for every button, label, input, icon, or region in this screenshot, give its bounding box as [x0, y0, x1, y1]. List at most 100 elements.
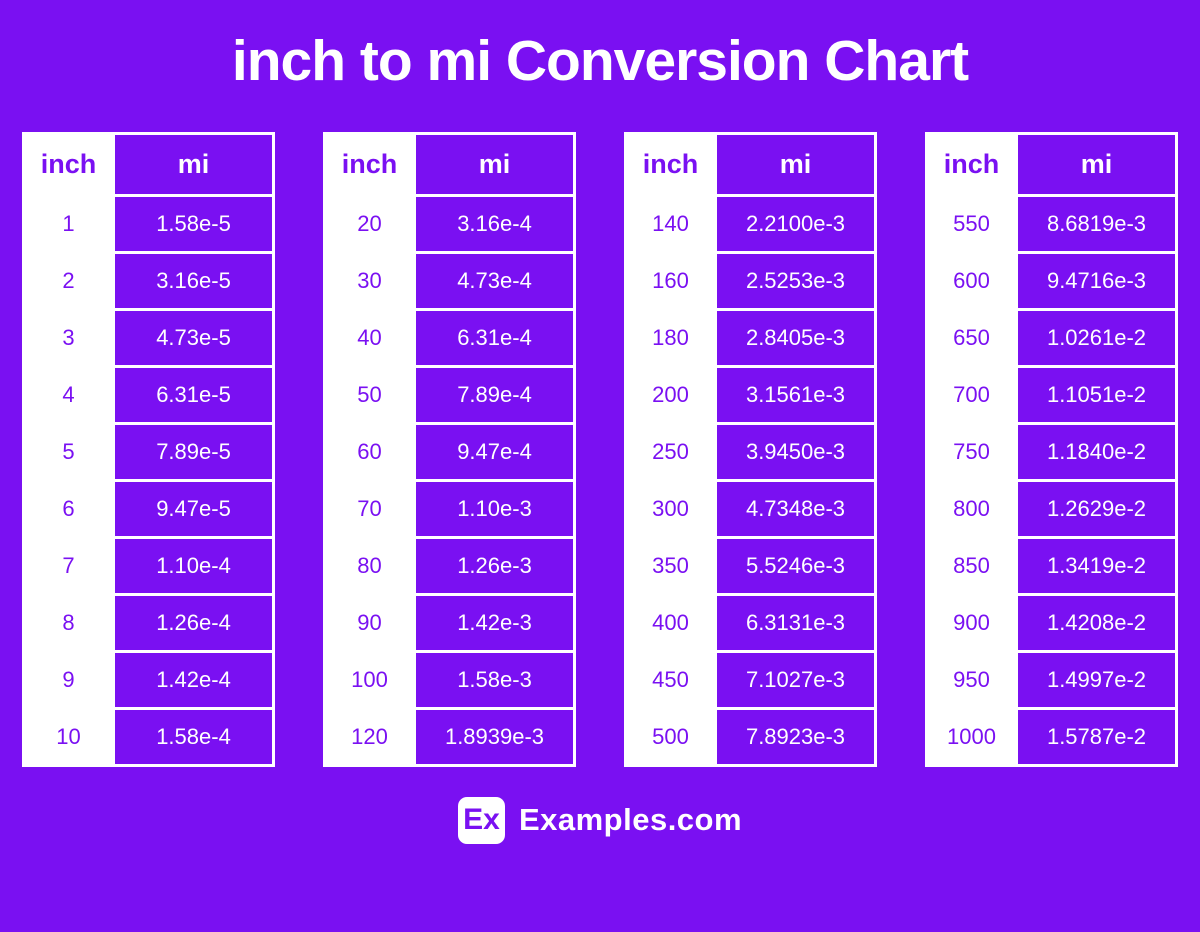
table-row: 550 8.6819e-3 [925, 193, 1178, 254]
inch-value-cell: 250 [624, 421, 717, 482]
mi-value-cell: 1.42e-3 [413, 592, 576, 653]
mi-value-cell: 9.47e-5 [112, 478, 275, 539]
table-row: 950 1.4997e-2 [925, 649, 1178, 710]
mi-value-cell: 2.2100e-3 [714, 193, 877, 254]
inch-value-cell: 60 [323, 421, 416, 482]
mi-value-cell: 1.10e-3 [413, 478, 576, 539]
table-row: 750 1.1840e-2 [925, 421, 1178, 482]
mi-value-cell: 3.16e-5 [112, 250, 275, 311]
table-row: 650 1.0261e-2 [925, 307, 1178, 368]
col-header-inch: inch [22, 131, 115, 197]
mi-value-cell: 1.8939e-3 [413, 706, 576, 767]
inch-value-cell: 1000 [925, 706, 1018, 767]
mi-value-cell: 3.16e-4 [413, 193, 576, 254]
table-row: 100 1.58e-3 [323, 649, 576, 710]
table-header-row: inch mi [624, 131, 877, 197]
inch-value-cell: 160 [624, 250, 717, 311]
table-row: 60 9.47e-4 [323, 421, 576, 482]
inch-value-cell: 120 [323, 706, 416, 767]
inch-value-cell: 100 [323, 649, 416, 710]
mi-value-cell: 5.5246e-3 [714, 535, 877, 596]
inch-value-cell: 140 [624, 193, 717, 254]
conversion-tables: inch mi 1 1.58e-5 2 3.16e-5 3 4.73e-5 4 6.31e-5 5 7… [0, 131, 1200, 767]
conversion-table-2: inch mi 20 3.16e-4 30 4.73e-4 40 6.31e-4 50 7.89e… [323, 131, 576, 767]
table-row: 4 6.31e-5 [22, 364, 275, 425]
mi-value-cell: 3.1561e-3 [714, 364, 877, 425]
mi-value-cell: 1.4997e-2 [1015, 649, 1178, 710]
mi-value-cell: 8.6819e-3 [1015, 193, 1178, 254]
inch-value-cell: 500 [624, 706, 717, 767]
table-row: 10 1.58e-4 [22, 706, 275, 767]
mi-value-cell: 4.73e-5 [112, 307, 275, 368]
mi-value-cell: 1.2629e-2 [1015, 478, 1178, 539]
table-row: 350 5.5246e-3 [624, 535, 877, 596]
page-title: inch to mi Conversion Chart [231, 29, 969, 93]
mi-value-cell: 4.73e-4 [413, 250, 576, 311]
inch-value-cell: 8 [22, 592, 115, 653]
inch-value-cell: 6 [22, 478, 115, 539]
inch-value-cell: 9 [22, 649, 115, 710]
table-row: 40 6.31e-4 [323, 307, 576, 368]
mi-value-cell: 2.5253e-3 [714, 250, 877, 311]
inch-value-cell: 800 [925, 478, 1018, 539]
brand-name: Examples.com [518, 802, 743, 838]
table-header-row: inch mi [22, 131, 275, 197]
inch-value-cell: 850 [925, 535, 1018, 596]
table-row: 80 1.26e-3 [323, 535, 576, 596]
table-row: 90 1.42e-3 [323, 592, 576, 653]
inch-value-cell: 70 [323, 478, 416, 539]
table-row: 140 2.2100e-3 [624, 193, 877, 254]
conversion-table-1: inch mi 1 1.58e-5 2 3.16e-5 3 4.73e-5 4 6.31e-5 5 7… [22, 131, 275, 767]
inch-value-cell: 350 [624, 535, 717, 596]
table-row: 600 9.4716e-3 [925, 250, 1178, 311]
mi-value-cell: 6.31e-5 [112, 364, 275, 425]
conversion-table-3: inch mi 140 2.2100e-3 160 2.5253e-3 180 2.8405e… [624, 131, 877, 767]
inch-value-cell: 300 [624, 478, 717, 539]
col-header-inch: inch [624, 131, 717, 197]
mi-value-cell: 1.58e-5 [112, 193, 275, 254]
mi-value-cell: 4.7348e-3 [714, 478, 877, 539]
mi-value-cell: 7.1027e-3 [714, 649, 877, 710]
col-header-inch: inch [925, 131, 1018, 197]
mi-value-cell: 1.58e-4 [112, 706, 275, 767]
table-row: 6 9.47e-5 [22, 478, 275, 539]
table-row: 250 3.9450e-3 [624, 421, 877, 482]
table-row: 70 1.10e-3 [323, 478, 576, 539]
inch-value-cell: 30 [323, 250, 416, 311]
inch-value-cell: 7 [22, 535, 115, 596]
mi-value-cell: 1.10e-4 [112, 535, 275, 596]
table-row: 160 2.5253e-3 [624, 250, 877, 311]
col-header-inch: inch [323, 131, 416, 197]
mi-value-cell: 6.31e-4 [413, 307, 576, 368]
mi-value-cell: 3.9450e-3 [714, 421, 877, 482]
mi-value-cell: 7.8923e-3 [714, 706, 877, 767]
inch-value-cell: 950 [925, 649, 1018, 710]
col-header-mi: mi [1015, 131, 1178, 197]
inch-value-cell: 50 [323, 364, 416, 425]
table-row: 400 6.3131e-3 [624, 592, 877, 653]
mi-value-cell: 1.26e-4 [112, 592, 275, 653]
inch-value-cell: 10 [22, 706, 115, 767]
table-row: 800 1.2629e-2 [925, 478, 1178, 539]
table-row: 1 1.58e-5 [22, 193, 275, 254]
inch-value-cell: 4 [22, 364, 115, 425]
inch-value-cell: 5 [22, 421, 115, 482]
table-row: 2 3.16e-5 [22, 250, 275, 311]
mi-value-cell: 1.3419e-2 [1015, 535, 1178, 596]
inch-value-cell: 2 [22, 250, 115, 311]
table-row: 700 1.1051e-2 [925, 364, 1178, 425]
mi-value-cell: 1.1051e-2 [1015, 364, 1178, 425]
table-row: 850 1.3419e-2 [925, 535, 1178, 596]
table-header-row: inch mi [323, 131, 576, 197]
mi-value-cell: 1.26e-3 [413, 535, 576, 596]
inch-value-cell: 750 [925, 421, 1018, 482]
mi-value-cell: 9.4716e-3 [1015, 250, 1178, 311]
mi-value-cell: 7.89e-5 [112, 421, 275, 482]
table-row: 500 7.8923e-3 [624, 706, 877, 767]
inch-value-cell: 650 [925, 307, 1018, 368]
mi-value-cell: 2.8405e-3 [714, 307, 877, 368]
inch-value-cell: 900 [925, 592, 1018, 653]
table-row: 120 1.8939e-3 [323, 706, 576, 767]
footer-brand: Ex Examples.com [0, 796, 1200, 844]
table-row: 50 7.89e-4 [323, 364, 576, 425]
